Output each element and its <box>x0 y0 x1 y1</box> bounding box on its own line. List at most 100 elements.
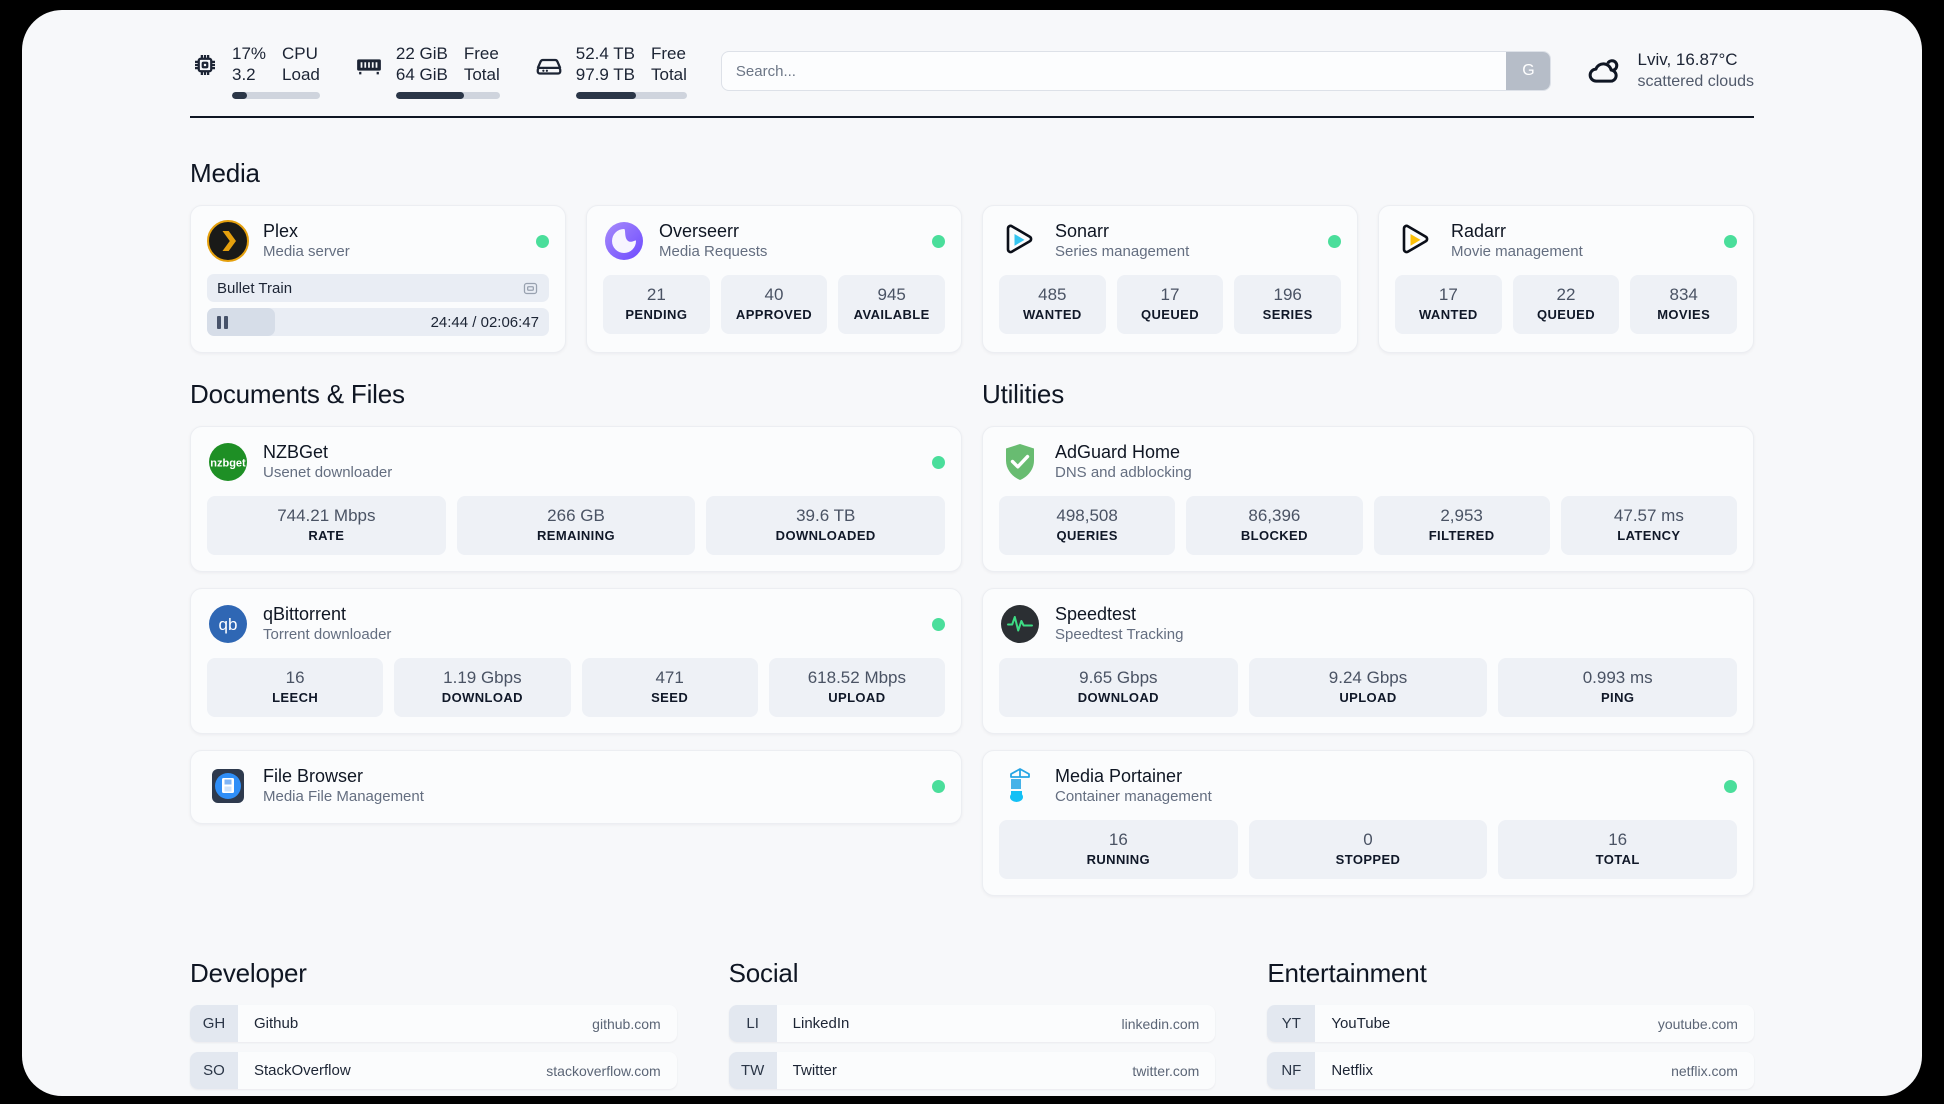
stat-label: LATENCY <box>1617 528 1681 543</box>
service-card-file-browser[interactable]: File Browser Media File Management <box>190 750 962 824</box>
stat-label: QUEUED <box>1140 307 1200 322</box>
card-header: Overseerr Media Requests <box>603 220 945 262</box>
media-section: Media Plex Media server <box>22 158 1922 353</box>
service-card-adguard-home[interactable]: AdGuard Home DNS and adblocking 498,508 … <box>982 426 1754 572</box>
bookmark-item-netflix[interactable]: NF Netflix netflix.com <box>1267 1052 1754 1089</box>
card-subtitle: Speedtest Tracking <box>1055 626 1184 643</box>
now-playing: Bullet Train 24:44 / 02:06:47 <box>207 274 549 336</box>
search-area: G <box>720 51 1552 91</box>
now-playing-title-row: Bullet Train <box>207 274 549 302</box>
card-header: nzbget NZBGet Usenet downloader <box>207 441 945 483</box>
stat-label: MOVIES <box>1657 307 1711 322</box>
card-header: Plex Media server <box>207 220 549 262</box>
stat-label: LEECH <box>272 690 319 705</box>
card-title: Plex <box>263 221 299 241</box>
pause-icon[interactable] <box>217 315 228 329</box>
disk-value-2: 97.9 TB <box>575 65 635 84</box>
service-card-media-portainer[interactable]: Media Portainer Container management 16 … <box>982 750 1754 896</box>
stat-tile: 9.24 Gbps UPLOAD <box>1248 658 1488 717</box>
stat-tile: 21 PENDING <box>603 275 710 334</box>
stat-value: 22 <box>1556 285 1576 304</box>
stat-tile: 17 WANTED <box>1395 275 1502 334</box>
service-card-overseerr[interactable]: Overseerr Media Requests 21 PENDING 40 A… <box>586 205 962 353</box>
stat-label: STOPPED <box>1335 852 1401 867</box>
bookmark-url: github.com <box>592 1015 661 1032</box>
stat-value: 498,508 <box>1056 506 1118 525</box>
bookmark-url: youtube.com <box>1657 1015 1738 1032</box>
media-card-grid: Plex Media server Bullet Train <box>190 205 1754 353</box>
bookmark-name: Github <box>254 1015 299 1032</box>
bookmark-list: GH Github github.com SO StackOverflow st… <box>190 1005 677 1096</box>
now-playing-title: Bullet Train <box>217 279 293 297</box>
stat-value: 945 <box>877 285 906 304</box>
qbittorrent-icon: qb <box>207 603 249 645</box>
stat-label: UPLOAD <box>1339 690 1397 705</box>
cast-icon[interactable] <box>522 280 539 297</box>
disk-label-1: Free <box>651 44 686 63</box>
card-title: AdGuard Home <box>1055 442 1181 462</box>
card-subtitle: Usenet downloader <box>263 464 393 481</box>
bookmark-item-twitter[interactable]: TW Twitter twitter.com <box>728 1052 1216 1089</box>
card-subtitle: Torrent downloader <box>263 626 392 643</box>
stat-tile: 2,953 FILTERED <box>1373 496 1550 555</box>
cpu-icon <box>190 50 220 80</box>
service-card-sonarr[interactable]: Sonarr Series management 485 WANTED 17 Q… <box>982 205 1358 353</box>
service-card-qbittorrent[interactable]: qb qBittorrent Torrent downloader 16 LEE… <box>190 588 962 734</box>
stat-tile: 618.52 Mbps UPLOAD <box>768 658 945 717</box>
stat-tile: 498,508 QUERIES <box>999 496 1176 555</box>
card-title: File Browser <box>263 766 364 786</box>
documents-section-title: Documents & Files <box>190 379 405 409</box>
stat-tile: 945 AVAILABLE <box>838 275 946 334</box>
stat-value: 40 <box>764 285 784 304</box>
service-card-nzbget[interactable]: nzbget NZBGet Usenet downloader 744.21 M… <box>190 426 962 572</box>
portainer-icon <box>999 765 1041 807</box>
stat-label: REMAINING <box>537 528 615 543</box>
search-input[interactable] <box>721 52 1507 90</box>
service-card-speedtest[interactable]: Speedtest Speedtest Tracking 9.65 Gbps D… <box>982 588 1754 734</box>
bookmark-name: Netflix <box>1331 1062 1374 1079</box>
stat-label: PENDING <box>625 307 688 322</box>
service-card-radarr[interactable]: Radarr Movie management 17 WANTED 22 QUE… <box>1378 205 1754 353</box>
bookmark-badge: YT <box>1267 1005 1316 1042</box>
stat-label: TOTAL <box>1595 852 1640 867</box>
stat-tile: 16 RUNNING <box>999 820 1238 879</box>
card-header: Media Portainer Container management <box>999 765 1737 807</box>
bookmark-group-title: Developer <box>190 958 307 988</box>
bookmark-url: netflix.com <box>1671 1062 1738 1079</box>
stat-label: RATE <box>308 528 345 543</box>
disk-icon <box>534 50 564 80</box>
bookmark-name: StackOverflow <box>254 1062 351 1079</box>
playback-time: 24:44 / 02:06:47 <box>430 313 539 331</box>
bookmark-badge: GH <box>190 1005 238 1042</box>
stat-tile: 86,396 BLOCKED <box>1186 496 1363 555</box>
utilities-section: Utilities AdGuard Home DNS and adblockin… <box>982 379 1754 896</box>
bookmark-item-linkedin[interactable]: LI LinkedIn linkedin.com <box>728 1005 1216 1042</box>
ram-value-2: 64 GiB <box>395 65 448 84</box>
disk-resource: 52.4 TB 97.9 TB Free Total <box>534 43 687 99</box>
service-card-plex[interactable]: Plex Media server Bullet Train <box>190 205 566 353</box>
bookmark-name: Twitter <box>792 1062 837 1079</box>
stat-label: SEED <box>651 690 689 705</box>
card-subtitle: Media File Management <box>263 788 424 805</box>
stat-tile: 266 GB REMAINING <box>456 496 696 555</box>
bookmark-item-stackoverflow[interactable]: SO StackOverflow stackoverflow.com <box>190 1052 677 1089</box>
header-bar: 17% 3.2 CPU Load <box>22 10 1922 102</box>
stat-label: RUNNING <box>1086 852 1151 867</box>
search-engine-button[interactable]: G <box>1506 52 1551 90</box>
dashboard-page: 17% 3.2 CPU Load <box>22 10 1922 1096</box>
search-box[interactable]: G <box>720 51 1552 91</box>
card-stats: 485 WANTED 17 QUEUED 196 SERIES <box>999 275 1342 334</box>
adguard-shield-icon <box>999 441 1041 483</box>
ram-usage-bar <box>395 92 500 99</box>
weather-widget: Lviv, 16.87°C scattered clouds <box>1585 49 1754 93</box>
bookmark-item-github[interactable]: GH Github github.com <box>190 1005 677 1042</box>
card-stats: 498,508 QUERIES 86,396 BLOCKED 2,953 FIL… <box>999 496 1737 555</box>
status-badge-online <box>1328 234 1341 248</box>
disk-value-1: 52.4 TB <box>575 44 635 63</box>
weather-location-temp: Lviv, 16.87°C <box>1637 50 1738 69</box>
stat-value: 1.19 Gbps <box>443 668 522 687</box>
bookmark-item-youtube[interactable]: YT YouTube youtube.com <box>1267 1005 1754 1042</box>
playback-progress-bar[interactable]: 24:44 / 02:06:47 <box>207 308 549 336</box>
stat-label: WANTED <box>1022 307 1082 322</box>
stat-value: 9.65 Gbps <box>1079 668 1158 687</box>
